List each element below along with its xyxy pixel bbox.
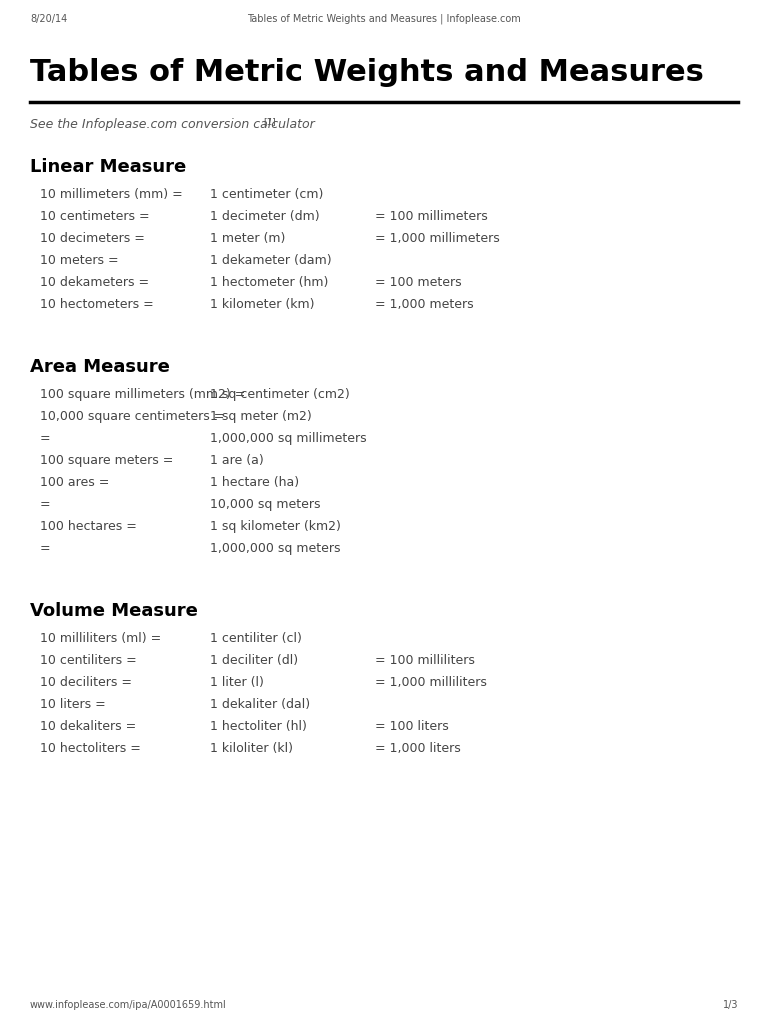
Text: 10,000 sq meters: 10,000 sq meters [210,498,320,511]
Text: 10 meters =: 10 meters = [40,254,118,267]
Text: 10 dekaliters =: 10 dekaliters = [40,720,136,733]
Text: See the Infoplease.com conversion calculator: See the Infoplease.com conversion calcul… [30,118,315,131]
Text: 1 hectometer (hm): 1 hectometer (hm) [210,276,329,289]
Text: 100 hectares =: 100 hectares = [40,520,137,534]
Text: 1 centiliter (cl): 1 centiliter (cl) [210,632,302,645]
Text: = 100 meters: = 100 meters [375,276,462,289]
Text: Tables of Metric Weights and Measures: Tables of Metric Weights and Measures [30,58,704,87]
Text: 10,000 square centimeters =: 10,000 square centimeters = [40,410,224,423]
Text: = 1,000 milliliters: = 1,000 milliliters [375,676,487,689]
Text: = 1,000 millimeters: = 1,000 millimeters [375,232,500,245]
Text: =: = [40,498,51,511]
Text: 10 centiliters =: 10 centiliters = [40,654,137,667]
Text: 1,000,000 sq meters: 1,000,000 sq meters [210,542,340,555]
Text: Linear Measure: Linear Measure [30,158,187,176]
Text: 1 sq centimeter (cm2): 1 sq centimeter (cm2) [210,388,349,401]
Text: 1 deciliter (dl): 1 deciliter (dl) [210,654,298,667]
Text: 100 square millimeters (mm2) =: 100 square millimeters (mm2) = [40,388,245,401]
Text: 1 liter (l): 1 liter (l) [210,676,264,689]
Text: = 100 millimeters: = 100 millimeters [375,210,488,223]
Text: = 100 milliliters: = 100 milliliters [375,654,475,667]
Text: = 1,000 meters: = 1,000 meters [375,298,474,311]
Text: 1,000,000 sq millimeters: 1,000,000 sq millimeters [210,432,366,445]
Text: 1 decimeter (dm): 1 decimeter (dm) [210,210,319,223]
Text: 10 hectoliters =: 10 hectoliters = [40,742,141,755]
Text: 1 kiloliter (kl): 1 kiloliter (kl) [210,742,293,755]
Text: 10 decimeters =: 10 decimeters = [40,232,145,245]
Text: 1 are (a): 1 are (a) [210,454,263,467]
Text: 10 millimeters (mm) =: 10 millimeters (mm) = [40,188,183,201]
Text: = 100 liters: = 100 liters [375,720,449,733]
Text: 100 ares =: 100 ares = [40,476,109,489]
Text: 1 sq meter (m2): 1 sq meter (m2) [210,410,312,423]
Text: 10 dekameters =: 10 dekameters = [40,276,149,289]
Text: www.infoplease.com/ipa/A0001659.html: www.infoplease.com/ipa/A0001659.html [30,1000,227,1010]
Text: 10 deciliters =: 10 deciliters = [40,676,132,689]
Text: Volume Measure: Volume Measure [30,602,198,620]
Text: 8/20/14: 8/20/14 [30,14,68,24]
Text: 10 centimeters =: 10 centimeters = [40,210,150,223]
Text: 1 centimeter (cm): 1 centimeter (cm) [210,188,323,201]
Text: 100 square meters =: 100 square meters = [40,454,174,467]
Text: 1 hectare (ha): 1 hectare (ha) [210,476,299,489]
Text: 10 hectometers =: 10 hectometers = [40,298,154,311]
Text: 1 dekaliter (dal): 1 dekaliter (dal) [210,698,310,711]
Text: 1/3: 1/3 [723,1000,738,1010]
Text: [1]: [1] [263,117,276,126]
Text: =: = [40,542,51,555]
Text: =: = [40,432,51,445]
Text: 1 meter (m): 1 meter (m) [210,232,286,245]
Text: 1 dekameter (dam): 1 dekameter (dam) [210,254,332,267]
Text: 10 milliliters (ml) =: 10 milliliters (ml) = [40,632,161,645]
Text: 10 liters =: 10 liters = [40,698,106,711]
Text: 1 kilometer (km): 1 kilometer (km) [210,298,315,311]
Text: Area Measure: Area Measure [30,358,170,376]
Text: Tables of Metric Weights and Measures | Infoplease.com: Tables of Metric Weights and Measures | … [247,14,521,25]
Text: 1 hectoliter (hl): 1 hectoliter (hl) [210,720,307,733]
Text: = 1,000 liters: = 1,000 liters [375,742,461,755]
Text: 1 sq kilometer (km2): 1 sq kilometer (km2) [210,520,341,534]
